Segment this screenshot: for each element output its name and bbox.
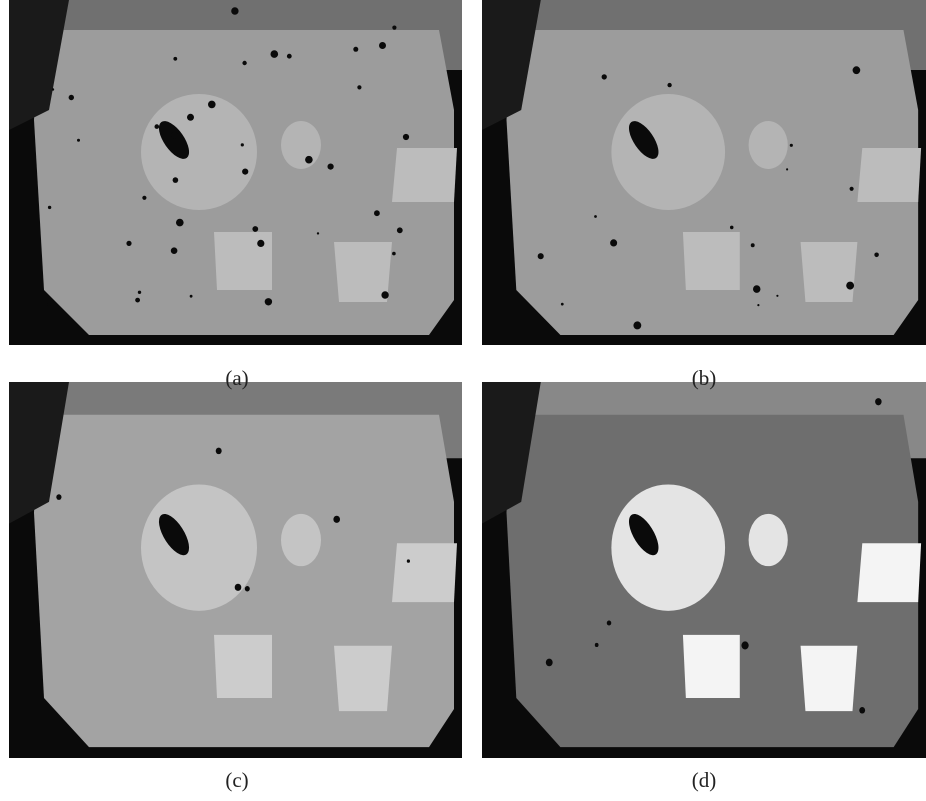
shape: [48, 206, 51, 209]
shape: [776, 295, 778, 297]
shape: [176, 219, 184, 227]
shape: [173, 177, 179, 183]
shape: [190, 295, 193, 298]
shape: [317, 232, 319, 234]
shape: [875, 398, 881, 405]
shape: [245, 586, 250, 591]
shape: [235, 584, 242, 591]
shape: [381, 291, 388, 298]
caption: (c): [177, 768, 297, 793]
caption: (a): [177, 366, 297, 391]
shape: [281, 121, 321, 169]
shape: [801, 242, 858, 302]
shape: [52, 88, 54, 90]
shape: [741, 641, 748, 649]
caption: (b): [644, 366, 764, 391]
shape: [138, 291, 141, 294]
shape: [392, 543, 457, 602]
shape: [611, 94, 725, 210]
shape: [683, 232, 740, 290]
shape: [357, 85, 361, 89]
shape: [171, 132, 178, 139]
shape: [257, 240, 264, 247]
shape: [786, 168, 788, 170]
shape: [281, 514, 321, 566]
shape: [751, 243, 755, 247]
shape: [242, 169, 248, 175]
shape: [333, 516, 340, 523]
shape: [77, 327, 80, 330]
shape: [242, 61, 246, 65]
shape: [850, 187, 854, 191]
shape: [538, 253, 544, 259]
shape: [305, 156, 313, 164]
shape: [546, 659, 553, 667]
shape: [683, 635, 740, 698]
shape: [141, 484, 257, 610]
shape: [135, 298, 140, 303]
shape: [241, 143, 244, 146]
shape: [353, 47, 358, 52]
shape: [374, 210, 380, 216]
shape: [753, 285, 760, 293]
depth-map-c: [9, 382, 462, 758]
shape: [334, 646, 392, 711]
shape: [403, 134, 409, 140]
shape: [173, 57, 177, 61]
shape: [633, 321, 641, 329]
shape: [853, 66, 861, 74]
shape: [231, 7, 238, 14]
shape: [801, 646, 858, 711]
shape: [252, 226, 258, 232]
caption: (d): [644, 768, 764, 793]
shape: [407, 559, 410, 562]
shape: [846, 282, 854, 290]
shape: [271, 50, 279, 58]
shape: [667, 83, 671, 87]
shape: [155, 124, 160, 129]
shape: [187, 114, 194, 121]
shape: [602, 74, 607, 79]
figure: (a) (b) (c) (d): [0, 0, 926, 801]
shape: [749, 121, 788, 169]
shape: [610, 239, 617, 246]
shape: [265, 298, 272, 305]
shape: [171, 247, 178, 254]
shape: [874, 253, 879, 258]
shape: [69, 95, 74, 100]
shape: [594, 215, 597, 218]
shape: [287, 54, 292, 59]
shape: [859, 707, 865, 714]
shape: [611, 484, 725, 610]
shape: [607, 620, 612, 625]
shape: [757, 304, 759, 306]
shape: [595, 643, 599, 647]
shape: [214, 232, 272, 290]
depth-map-b: [482, 0, 926, 345]
shape: [126, 241, 131, 246]
shape: [392, 26, 396, 30]
shape: [790, 144, 793, 147]
shape: [142, 196, 146, 200]
shape: [214, 635, 272, 698]
shape: [47, 303, 51, 307]
shape: [328, 164, 334, 170]
shape: [561, 303, 564, 306]
shape: [56, 494, 61, 500]
shape: [730, 226, 734, 230]
shape: [392, 148, 457, 202]
shape: [216, 448, 222, 455]
depth-map-a: [9, 0, 462, 345]
shape: [141, 94, 257, 210]
shape: [857, 543, 921, 602]
shape: [857, 148, 921, 202]
shape: [77, 139, 80, 142]
shape: [379, 42, 386, 49]
shape: [397, 227, 403, 233]
shape: [749, 514, 788, 566]
depth-map-d: [482, 382, 926, 758]
shape: [208, 101, 216, 109]
shape: [392, 252, 396, 256]
